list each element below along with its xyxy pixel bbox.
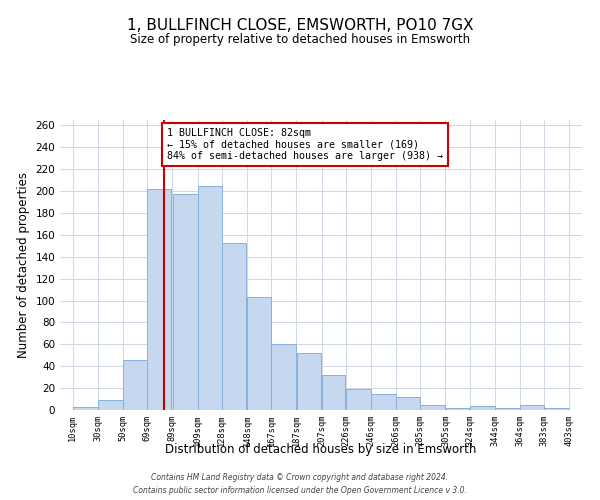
Text: 1, BULLFINCH CLOSE, EMSWORTH, PO10 7GX: 1, BULLFINCH CLOSE, EMSWORTH, PO10 7GX	[127, 18, 473, 32]
Bar	[296, 353, 322, 410]
Bar	[446, 408, 469, 410]
Bar	[222, 242, 245, 410]
Bar	[520, 404, 544, 410]
Bar	[346, 389, 371, 410]
Bar	[470, 406, 494, 410]
Bar	[173, 194, 197, 410]
Text: Distribution of detached houses by size in Emsworth: Distribution of detached houses by size …	[166, 442, 476, 456]
Bar	[124, 360, 148, 410]
Bar	[73, 406, 98, 410]
Bar	[271, 344, 296, 410]
Text: 1 BULLFINCH CLOSE: 82sqm
← 15% of detached houses are smaller (169)
84% of semi-: 1 BULLFINCH CLOSE: 82sqm ← 15% of detach…	[167, 128, 443, 161]
Bar	[371, 394, 396, 410]
Y-axis label: Number of detached properties: Number of detached properties	[17, 172, 30, 358]
Bar	[148, 189, 171, 410]
Bar	[98, 400, 123, 410]
Text: Contains HM Land Registry data © Crown copyright and database right 2024.
Contai: Contains HM Land Registry data © Crown c…	[133, 474, 467, 495]
Bar	[198, 186, 221, 410]
Bar	[397, 397, 420, 410]
Bar	[421, 404, 445, 410]
Text: Size of property relative to detached houses in Emsworth: Size of property relative to detached ho…	[130, 32, 470, 46]
Bar	[495, 408, 520, 410]
Bar	[247, 298, 271, 410]
Bar	[544, 408, 569, 410]
Bar	[322, 375, 346, 410]
